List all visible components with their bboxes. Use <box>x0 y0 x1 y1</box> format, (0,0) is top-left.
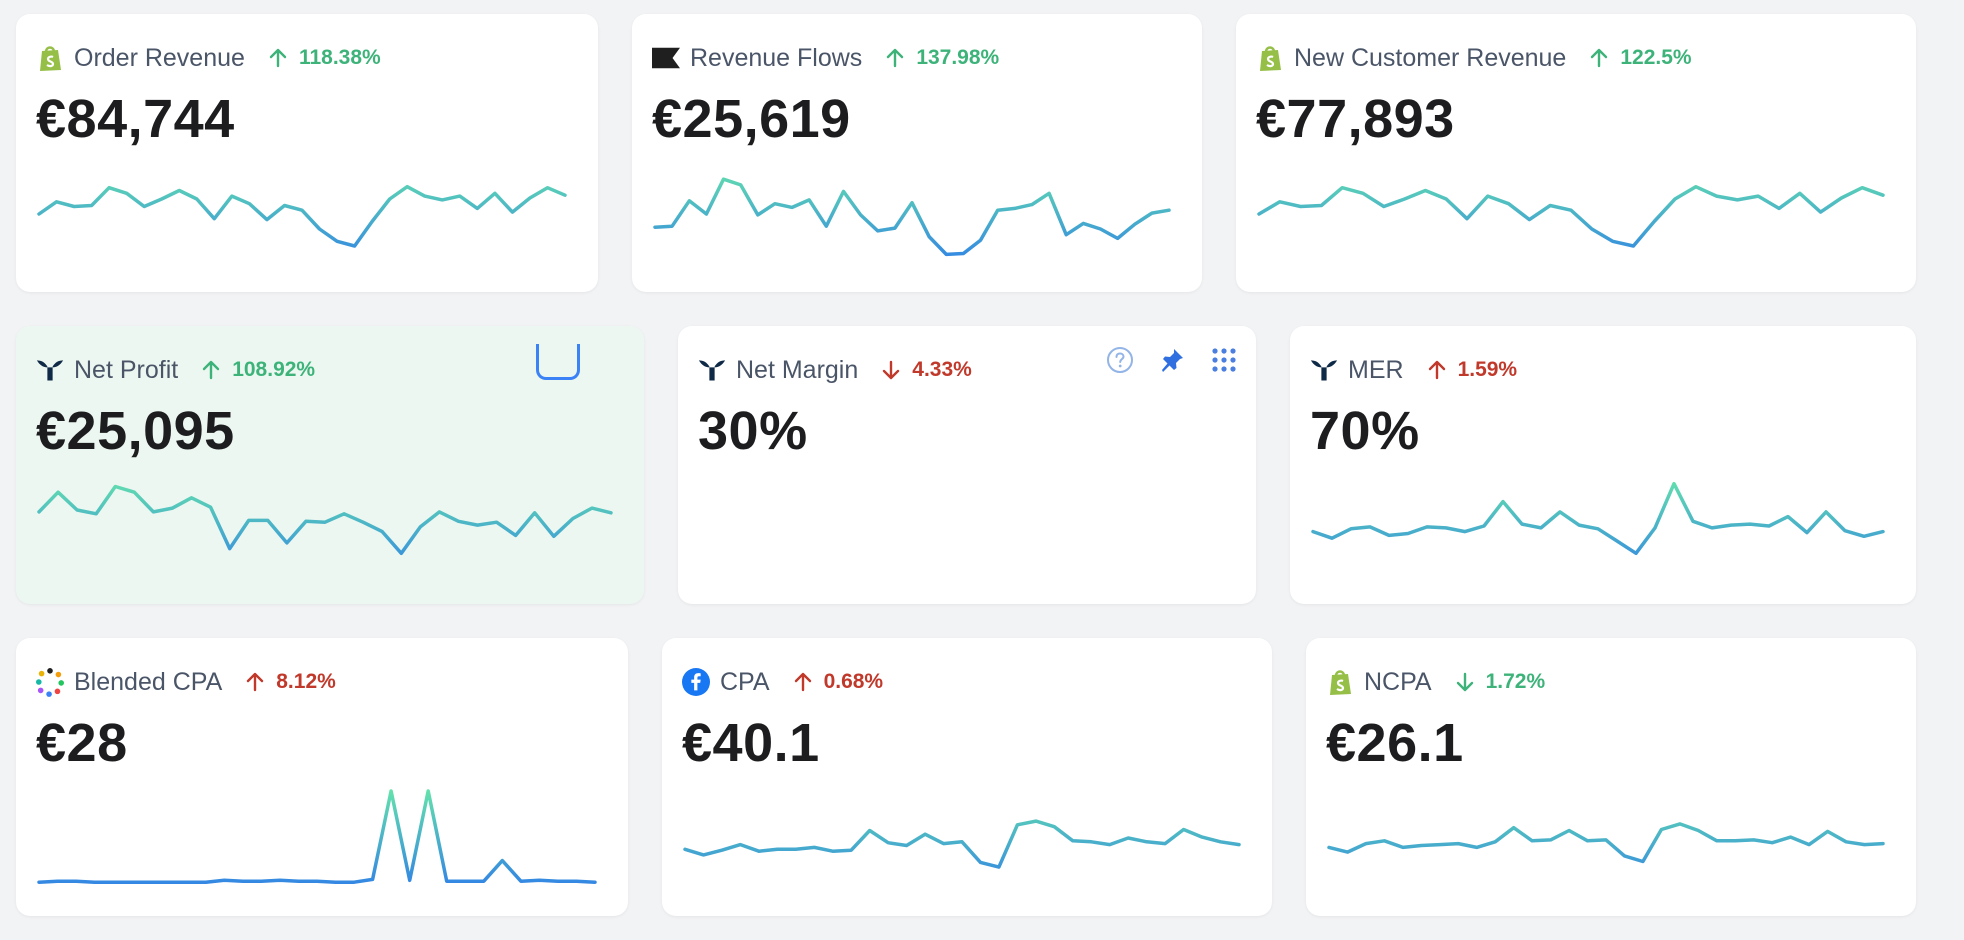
sparkline-series <box>1327 822 1885 864</box>
metric-card-net-margin[interactable]: Net Margin 4.33% 30% <box>678 326 1256 604</box>
help-icon[interactable] <box>1106 346 1134 374</box>
sparkline-chart <box>37 789 597 884</box>
shopify-icon <box>1326 668 1354 696</box>
metric-card-revenue-flows[interactable]: Revenue Flows 137.98% €25,619 <box>632 14 1202 292</box>
arrow-up-icon <box>244 671 266 693</box>
metric-card-cpa[interactable]: CPA 0.68% €40.1 <box>662 638 1272 916</box>
metric-value: 30% <box>698 401 808 461</box>
drag-handle[interactable] <box>536 344 580 380</box>
pin-icon[interactable] <box>1158 346 1186 374</box>
arrow-up-icon <box>267 47 289 69</box>
card-header: MER 1.59% <box>1310 352 1517 388</box>
metric-value: €25,095 <box>36 401 235 461</box>
sparkline-series <box>37 184 567 248</box>
metric-value: 70% <box>1310 401 1420 461</box>
arrow-up-icon <box>884 47 906 69</box>
metric-label: Revenue Flows <box>690 43 863 72</box>
metric-label: Order Revenue <box>74 43 245 72</box>
card-header: Net Margin 4.33% <box>698 352 972 388</box>
change-percent: 137.98% <box>916 46 1000 69</box>
card-header: Revenue Flows 137.98% <box>652 40 999 76</box>
sparkline-series <box>1257 184 1885 248</box>
metric-label: New Customer Revenue <box>1294 43 1567 72</box>
arrow-up-icon <box>792 671 814 693</box>
change-percent: 118.38% <box>298 46 381 69</box>
sparkline-chart <box>37 184 567 248</box>
metric-label: MER <box>1348 355 1404 384</box>
metric-card-new-customer-revenue[interactable]: New Customer Revenue 122.5% €77,893 <box>1236 14 1916 292</box>
arrow-down-icon <box>1454 671 1476 693</box>
card-toolbar <box>1106 346 1238 374</box>
shopify-icon <box>36 44 64 72</box>
sparkline-chart <box>683 819 1241 869</box>
facebook-icon <box>682 668 710 696</box>
metric-card-order-revenue[interactable]: Order Revenue 118.38% €84,744 <box>16 14 598 292</box>
card-header: CPA 0.68% <box>682 664 883 700</box>
card-header: Blended CPA 8.12% <box>36 664 336 700</box>
flag-icon <box>652 44 680 72</box>
arrow-up-icon <box>1426 359 1448 381</box>
sparkline-series <box>653 177 1171 257</box>
metric-card-ncpa[interactable]: NCPA 1.72% €26.1 <box>1306 638 1916 916</box>
metric-label: NCPA <box>1364 667 1432 696</box>
metric-label: CPA <box>720 667 770 696</box>
metric-label: Net Margin <box>736 355 859 384</box>
triple-whale-icon <box>36 356 64 384</box>
metric-label: Blended CPA <box>74 667 223 696</box>
metric-card-mer[interactable]: MER 1.59% 70% <box>1290 326 1916 604</box>
sparkline-series <box>1311 481 1885 556</box>
metric-value: €28 <box>36 713 128 773</box>
sparkline-chart <box>1327 822 1885 864</box>
sparkline-series <box>37 789 597 884</box>
card-header: Net Profit 108.92% <box>36 352 315 388</box>
change-percent: 8.12% <box>276 670 336 693</box>
arrow-down-icon <box>880 359 902 381</box>
arrow-up-icon <box>200 359 222 381</box>
grid-menu-icon[interactable] <box>1210 346 1238 374</box>
sparkline-chart <box>1311 481 1885 556</box>
sparkline-series <box>683 819 1241 869</box>
metric-value: €40.1 <box>682 713 820 773</box>
triple-whale-icon <box>698 356 726 384</box>
change-percent: 1.72% <box>1485 670 1546 693</box>
metric-label: Net Profit <box>74 355 179 384</box>
metric-card-blended-cpa[interactable]: Blended CPA 8.12% €28 <box>16 638 628 916</box>
change-percent: 108.92% <box>232 358 316 381</box>
blended-dots-icon <box>36 668 64 697</box>
metric-card-net-profit[interactable]: Net Profit 108.92% €25,095 <box>16 326 644 604</box>
metric-value: €77,893 <box>1256 89 1455 149</box>
card-header: New Customer Revenue 122.5% <box>1256 40 1692 76</box>
sparkline-chart <box>37 484 613 556</box>
metric-value: €84,744 <box>36 89 235 149</box>
card-header: Order Revenue 118.38% <box>36 40 381 76</box>
metric-value: €26.1 <box>1326 713 1464 773</box>
sparkline-chart <box>1257 184 1885 248</box>
shopify-icon <box>1256 44 1284 72</box>
change-percent: 122.5% <box>1620 46 1692 69</box>
card-header: NCPA 1.72% <box>1326 664 1545 700</box>
change-percent: 4.33% <box>912 358 972 381</box>
sparkline-series <box>37 484 613 556</box>
change-percent: 1.59% <box>1457 358 1518 381</box>
arrow-up-icon <box>1588 47 1610 69</box>
metric-value: €25,619 <box>652 89 851 149</box>
triple-whale-icon <box>1310 356 1338 384</box>
change-percent: 0.68% <box>823 670 884 693</box>
sparkline-chart <box>653 177 1171 257</box>
